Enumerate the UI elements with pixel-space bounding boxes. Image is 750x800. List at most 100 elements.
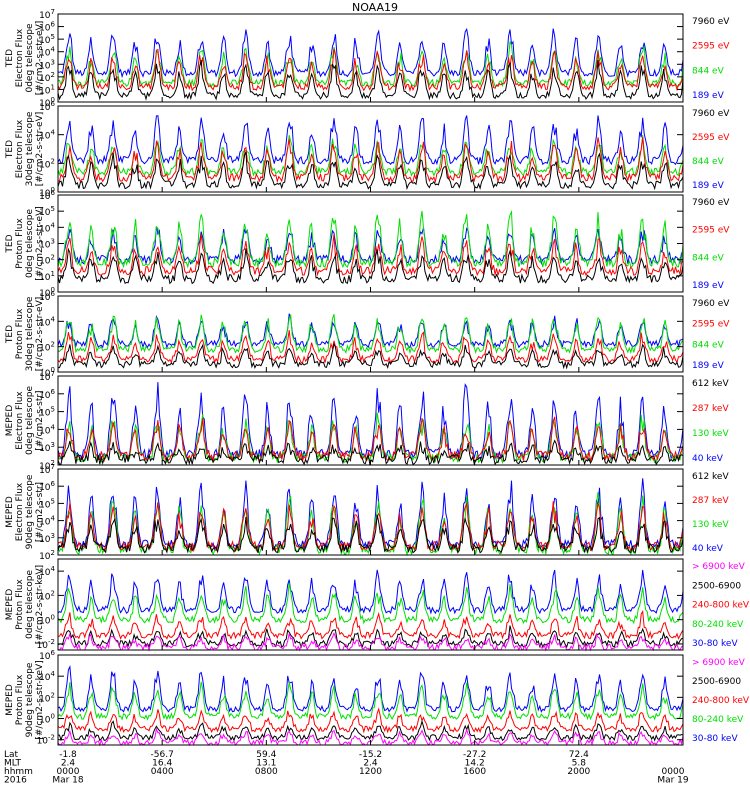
y-axis-label: Proton Flux bbox=[15, 674, 25, 725]
y-axis-label: 0deg telescope bbox=[25, 23, 35, 93]
y-axis-label: Electron Flux bbox=[15, 482, 25, 541]
time-row-label: 2016 bbox=[4, 776, 27, 786]
panel-5: 102 103 104 105 106 107 MEPED Electron Flux 0deg… bbox=[5, 370, 729, 472]
legend-entry: 7960 eV bbox=[692, 17, 730, 27]
y-tick-label: 103 bbox=[39, 532, 55, 545]
series-line-240-800-kev bbox=[57, 707, 684, 734]
legend-entry: 2500-6900 bbox=[692, 677, 741, 687]
y-tick-label: 104 bbox=[39, 221, 55, 234]
legend-entry: 40 keV bbox=[692, 544, 724, 554]
y-axis-label: [#/cm2-s-str] bbox=[35, 482, 45, 542]
y-axis-label: [#/cm2-s-str-keV] bbox=[35, 660, 45, 739]
y-tick-label: 102 bbox=[39, 549, 55, 562]
legend-entry: 7960 eV bbox=[692, 198, 730, 208]
time-row-label: Lat bbox=[4, 750, 19, 760]
panel-7: 10-2 100 102 104 MEPED Proton Flux 0deg telesc… bbox=[5, 558, 750, 652]
time-tick-label: 5.8 bbox=[572, 759, 587, 769]
time-tick-label: -15.2 bbox=[359, 750, 382, 760]
time-tick-label: 1600 bbox=[463, 767, 486, 777]
legend-entry: 844 eV bbox=[692, 253, 725, 263]
y-axis-label: [#/cm2-s-str-eV] bbox=[35, 206, 45, 281]
series-line-7960-ev bbox=[57, 247, 684, 285]
y-tick-label: 102 bbox=[39, 459, 55, 472]
y-axis-label: MEPED bbox=[5, 684, 15, 716]
y-axis-label: MEPED bbox=[5, 405, 15, 437]
y-axis-label: Proton Flux bbox=[15, 218, 25, 269]
legend-entry: 30-80 keV bbox=[692, 639, 738, 649]
y-axis-label: 90deg telescope bbox=[25, 662, 35, 737]
y-axis-label: 0deg telescope bbox=[25, 570, 35, 640]
y-tick-label: 105 bbox=[39, 406, 55, 419]
y-axis-label: [#/cm2-s-str] bbox=[35, 390, 45, 450]
y-tick-label: 102 bbox=[39, 691, 55, 704]
y-axis-label: 30deg telescope bbox=[25, 111, 35, 186]
series-line-7960-ev bbox=[57, 151, 684, 191]
time-tick-label: 72.4 bbox=[569, 750, 589, 760]
legend-entry: > 6900 keV bbox=[692, 562, 746, 572]
time-tick-label: 16.4 bbox=[152, 759, 172, 769]
time-tick-label: Mar 19 bbox=[657, 776, 689, 786]
y-tick-label: 106 bbox=[39, 21, 55, 34]
panel-6: 102 103 104 105 106 107 MEPED Electron Flux 90de… bbox=[5, 463, 729, 562]
time-tick-label: 14.2 bbox=[465, 759, 485, 769]
y-tick-label: 104 bbox=[39, 46, 55, 59]
y-tick-label: 106 bbox=[39, 189, 55, 202]
legend-entry: 844 eV bbox=[692, 340, 725, 350]
time-tick-label: 0000 bbox=[57, 767, 80, 777]
y-tick-label: 100 bbox=[39, 366, 55, 379]
legend-entry: 612 keV bbox=[692, 379, 729, 389]
y-tick-label: 100 bbox=[39, 614, 55, 627]
y-tick-label: 106 bbox=[39, 388, 55, 401]
legend-entry: 40 keV bbox=[692, 454, 724, 464]
panel-frame bbox=[57, 105, 684, 193]
y-tick-label: 100 bbox=[39, 96, 55, 109]
legend-entry: 80-240 keV bbox=[692, 620, 744, 630]
legend-entry: 130 keV bbox=[692, 429, 729, 439]
y-tick-label: 106 bbox=[39, 649, 55, 662]
time-tick-label: 0400 bbox=[151, 767, 174, 777]
chart-title: NOAA19 bbox=[352, 1, 398, 14]
y-tick-label: 106 bbox=[39, 480, 55, 493]
y-axis-label: [#/cm2-s-str-eV] bbox=[35, 21, 45, 96]
y-tick-label: 104 bbox=[39, 515, 55, 528]
series-line-2595-ev bbox=[57, 137, 684, 184]
y-axis-label: [#/cm2-s-str-keV] bbox=[35, 565, 45, 644]
y-tick-label: 104 bbox=[39, 565, 55, 578]
time-tick-label: -1.8 bbox=[59, 750, 77, 760]
y-axis-label: [#/cm2-s-str-eV] bbox=[35, 297, 45, 372]
y-tick-label: 103 bbox=[39, 238, 55, 251]
y-tick-label: 103 bbox=[39, 58, 55, 71]
legend-entry: 7960 eV bbox=[692, 109, 730, 119]
legend-entry: 2595 eV bbox=[692, 226, 730, 236]
y-tick-label: 10-2 bbox=[37, 638, 55, 651]
y-tick-label: 104 bbox=[39, 670, 55, 683]
legend-entry: 189 eV bbox=[692, 361, 725, 371]
panel-2: 100 102 104 106 TED Electron Flux 30deg telesc… bbox=[5, 100, 730, 199]
panel-frame bbox=[57, 654, 684, 746]
y-tick-label: 102 bbox=[39, 157, 55, 170]
y-tick-label: 100 bbox=[39, 286, 55, 299]
legend-entry: 240-800 keV bbox=[692, 601, 750, 611]
time-tick-label: -56.7 bbox=[151, 750, 174, 760]
series-line-189-ev bbox=[57, 226, 683, 266]
legend-entry: 7960 eV bbox=[692, 299, 730, 309]
y-axis-label: Electron Flux bbox=[15, 391, 25, 450]
time-tick-label: 2.4 bbox=[61, 759, 76, 769]
y-axis-label: [#/cm2-s-str-eV] bbox=[35, 112, 45, 187]
series-line-80-240-kev bbox=[57, 681, 684, 721]
time-tick-label: 2.4 bbox=[363, 759, 378, 769]
y-axis-label: TED bbox=[5, 325, 15, 344]
time-row-label: MLT bbox=[4, 759, 22, 769]
legend-entry: 2595 eV bbox=[692, 320, 730, 330]
y-tick-label: 103 bbox=[39, 441, 55, 454]
time-tick-label: 2000 bbox=[567, 767, 590, 777]
y-tick-label: 10-2 bbox=[37, 734, 55, 747]
y-tick-label: 104 bbox=[39, 129, 55, 142]
time-tick-label: -27.2 bbox=[463, 750, 486, 760]
y-axis-label: 30deg telescope bbox=[25, 296, 35, 371]
legend-entry: 240-800 keV bbox=[692, 696, 750, 706]
legend-entry: 287 keV bbox=[692, 496, 729, 506]
series-line-7960-ev bbox=[58, 342, 684, 370]
